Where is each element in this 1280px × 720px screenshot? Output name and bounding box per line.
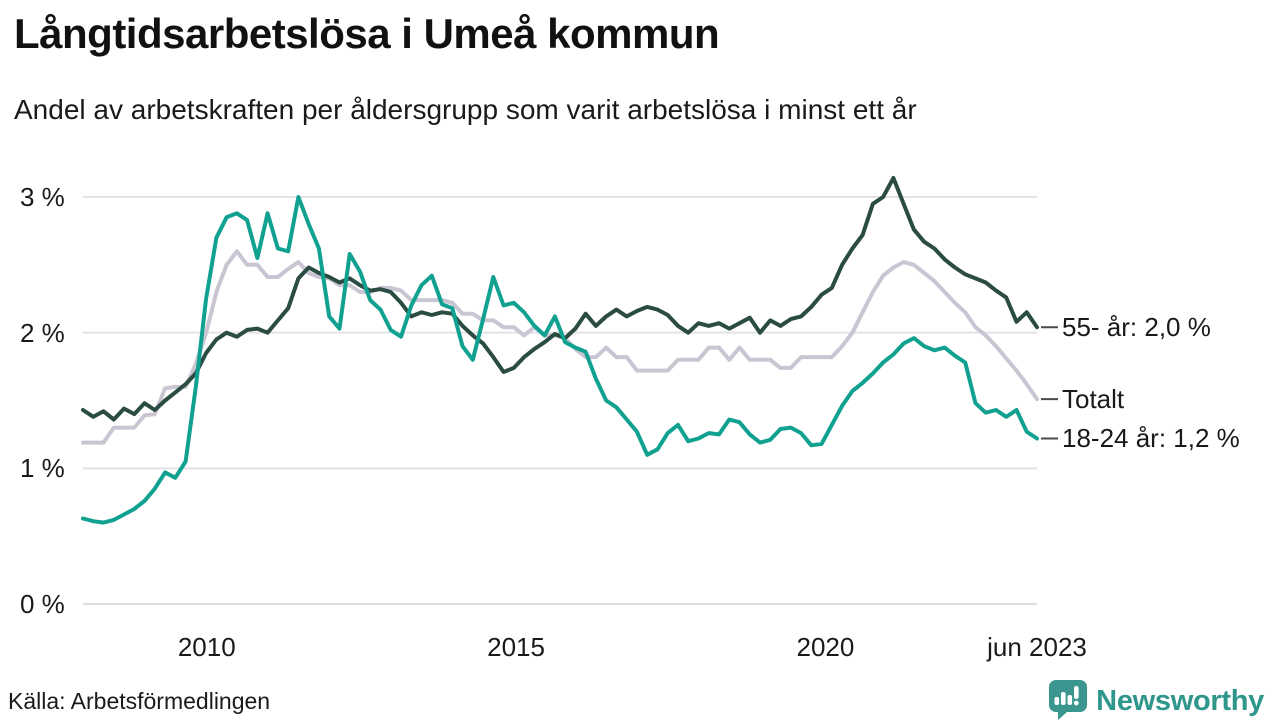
x-axis-tick-jun-2023: jun 2023 (987, 632, 1087, 662)
y-axis-tick-3: 3 % (20, 181, 65, 212)
y-axis-tick-1: 1 % (20, 453, 65, 484)
brand-name: Newsworthy (1096, 685, 1264, 717)
chart-subtitle: Andel av arbetskraften per åldersgrupp s… (14, 94, 917, 125)
chart-title: Långtidsarbetslösa i Umeå kommun (14, 10, 720, 57)
series-end-label-18-24: 18-24 år: 1,2 % (1062, 423, 1240, 454)
x-axis-tick-2020: 2020 (796, 632, 855, 662)
source-caption: Källa: Arbetsförmedlingen (8, 688, 271, 714)
series-end-label-55: 55- år: 2,0 % (1062, 312, 1211, 343)
brand-lockup: Newsworthy (1045, 678, 1264, 720)
newsworthy-bubble-chart-icon (1045, 678, 1089, 720)
y-axis-tick-0: 0 % (20, 589, 65, 619)
x-axis-tick-2010: 2010 (177, 632, 236, 662)
x-axis-tick-2015: 2015 (487, 632, 545, 662)
y-axis-tick-2: 2 % (20, 317, 65, 348)
series-end-label-totalt: Totalt (1062, 384, 1125, 415)
